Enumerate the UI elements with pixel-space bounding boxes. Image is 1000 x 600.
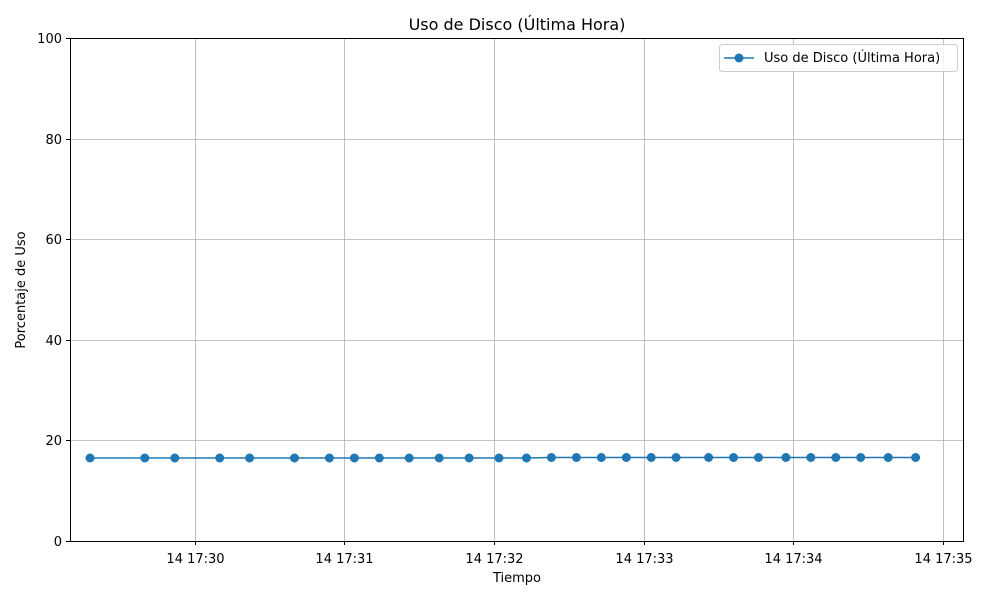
data-point <box>754 453 763 462</box>
data-point <box>464 453 474 463</box>
data-point <box>374 453 384 463</box>
x-tick-label: 14 17:32 <box>465 552 523 567</box>
data-point <box>596 453 606 462</box>
x-axis: 14 17:30 14 17:31 14 17:32 14 17:33 14 17:34… <box>166 541 973 567</box>
data-point <box>911 453 921 462</box>
y-tick-label: 40 <box>45 334 62 349</box>
x-axis-label: Tiempo <box>492 571 541 586</box>
data-point <box>883 453 893 462</box>
y-tick-label: 100 <box>37 32 62 47</box>
data-point <box>245 453 255 463</box>
data-point <box>349 453 359 463</box>
data-point <box>85 453 95 463</box>
data-point <box>671 453 681 462</box>
x-tick-label: 14 17:35 <box>914 552 972 567</box>
data-point <box>170 453 180 463</box>
chart-title: Uso de Disco (Última Hora) <box>409 15 626 34</box>
data-point <box>806 453 816 462</box>
series-layer <box>85 453 921 463</box>
data-point <box>781 453 791 462</box>
data-point <box>856 453 866 462</box>
legend-marker <box>734 53 744 63</box>
legend: Uso de Disco (Última Hora) <box>719 44 958 72</box>
y-axis: 0 20 40 60 80 100 <box>37 32 70 550</box>
data-point <box>646 453 656 462</box>
x-tick-label: 14 17:31 <box>315 552 373 567</box>
data-point <box>434 453 444 463</box>
data-point <box>621 453 631 462</box>
legend-box <box>719 44 958 72</box>
grid-layer <box>70 38 963 541</box>
x-tick-label: 14 17:30 <box>166 552 224 567</box>
data-point <box>704 453 714 462</box>
plot-frame <box>70 38 964 542</box>
data-point <box>831 453 841 462</box>
y-tick-label: 80 <box>45 133 62 148</box>
data-point <box>522 453 531 463</box>
legend-entry-label: Uso de Disco (Última Hora) <box>764 50 940 66</box>
data-point <box>571 453 581 462</box>
data-point <box>324 453 334 463</box>
data-point <box>729 453 738 462</box>
y-tick-label: 60 <box>45 233 62 248</box>
data-point <box>140 453 150 463</box>
y-tick-label: 20 <box>45 434 62 449</box>
x-tick-label: 14 17:34 <box>764 552 822 567</box>
data-point <box>404 453 414 463</box>
y-tick-label: 0 <box>54 535 62 550</box>
data-point <box>494 453 504 463</box>
data-point <box>546 453 556 462</box>
y-axis-label: Porcentaje de Uso <box>14 231 29 348</box>
data-point <box>290 453 299 463</box>
data-point <box>215 453 225 463</box>
x-tick-label: 14 17:33 <box>615 552 673 567</box>
